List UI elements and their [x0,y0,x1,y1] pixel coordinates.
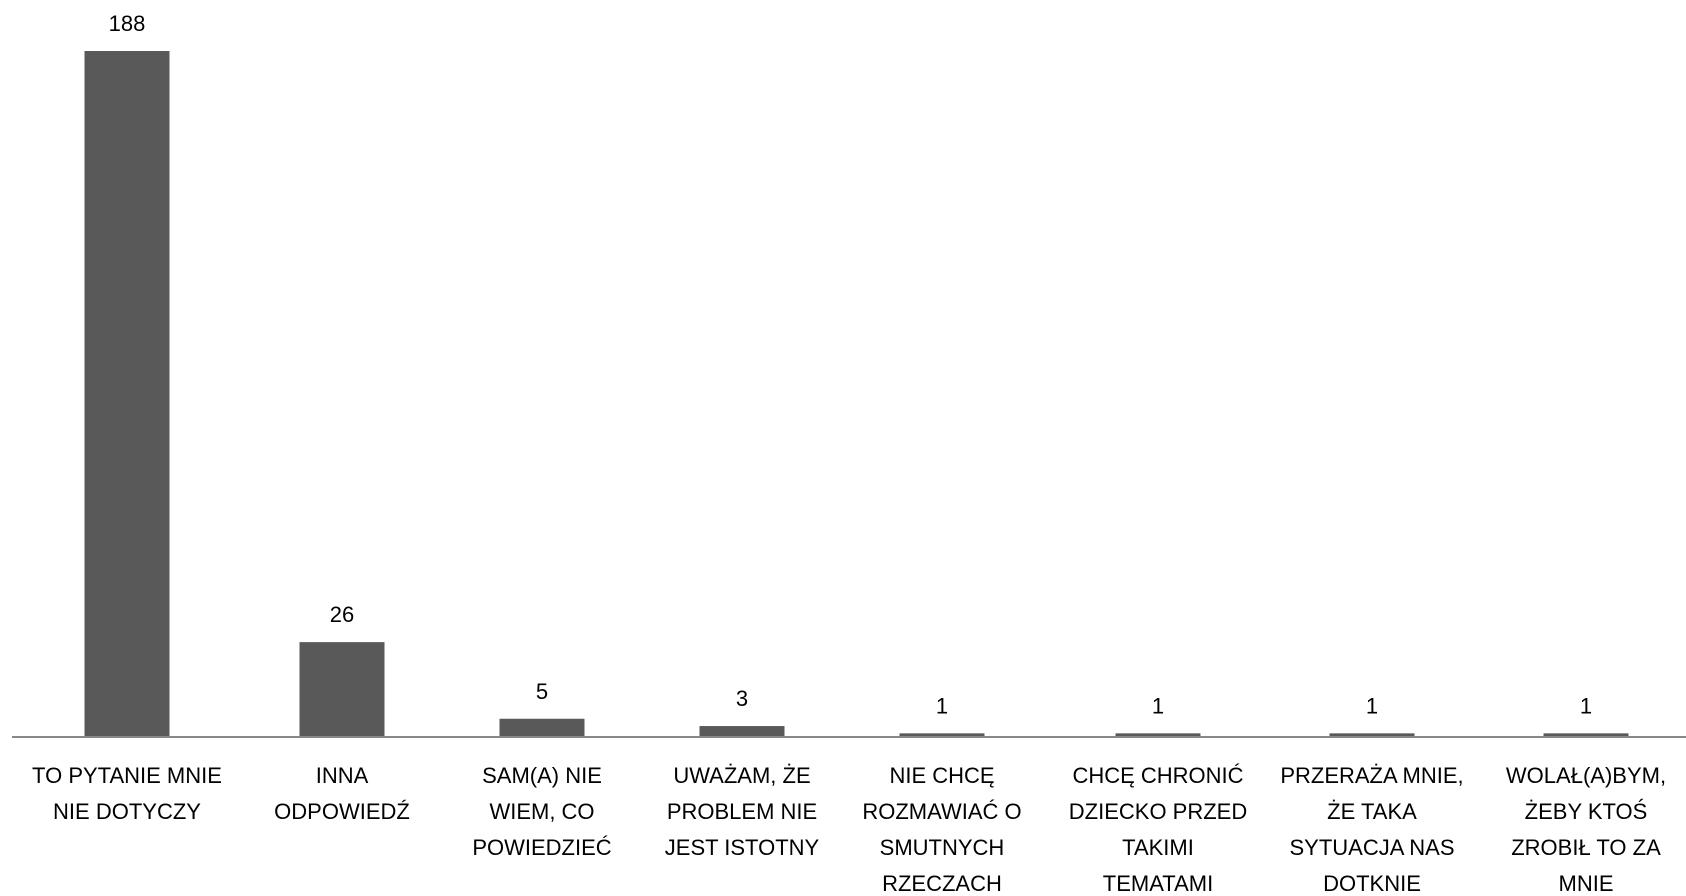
category-label-2: INNA ODPOWIEDŹ [274,763,410,824]
category-label-line: SMUTNYCH [880,835,1005,860]
category-label-1: TO PYTANIE MNIE NIE DOTYCZY [32,763,222,824]
bar-2 [299,642,385,737]
value-label-5: 1 [936,693,948,718]
value-label-7: 1 [1366,693,1378,718]
category-label-line: SYTUACJA NAS [1289,835,1454,860]
category-label-line: TEMATAMI [1103,871,1213,896]
category-label-line: ROZMAWIAĆ O [862,799,1021,824]
bar-4 [699,726,785,737]
category-label-line: TAKIMI [1122,835,1194,860]
value-label-3: 5 [536,679,548,704]
bar-3 [499,718,585,737]
bar-5 [899,733,985,737]
bar-6 [1115,733,1201,737]
category-label-line: JEST ISTOTNY [665,835,820,860]
category-label-5: NIE CHCĘ ROZMAWIAĆ O SMUTNYCH RZECZACH [862,763,1021,896]
value-label-2: 26 [330,602,354,627]
category-label-line: POWIEDZIEĆ [472,835,611,860]
value-labels-group: 188 26 5 3 1 1 1 1 [109,11,1592,718]
category-label-line: CHCĘ CHRONIĆ [1072,763,1243,788]
category-label-line: SAM(A) NIE [482,763,602,788]
category-label-line: INNA [316,763,369,788]
category-label-8: WOLAŁ(A)BYM, ŻEBY KTOŚ ZROBIŁ TO ZA MNIE [1506,763,1666,896]
category-label-line: ŻEBY KTOŚ [1525,799,1648,824]
category-label-line: RZECZACH [882,871,1002,896]
category-label-7: PRZERAŻA MNIE, ŻE TAKA SYTUACJA NAS DOTKNIE [1280,763,1463,896]
category-label-6: CHCĘ CHRONIĆ DZIECKO PRZED TAKIMI TEMATAMI [1069,763,1247,896]
category-label-4: UWAŻAM, ŻE PROBLEM NIE JEST ISTOTNY [665,763,820,860]
category-label-line: MNIE [1559,871,1614,896]
category-label-line: ODPOWIEDŹ [274,799,410,824]
value-label-8: 1 [1580,693,1592,718]
value-label-6: 1 [1152,693,1164,718]
category-label-line: PROBLEM NIE [667,799,817,824]
bars-group [84,51,1629,737]
category-label-line: NIE DOTYCZY [53,799,201,824]
category-label-line: DZIECKO PRZED [1069,799,1247,824]
category-label-line: WOLAŁ(A)BYM, [1506,763,1666,788]
category-label-line: TO PYTANIE MNIE [32,763,222,788]
category-labels-group: TO PYTANIE MNIE NIE DOTYCZY INNA ODPOWIEDŹ S… [32,763,1666,896]
category-label-line: ZROBIŁ TO ZA [1511,835,1661,860]
category-label-line: WIEM, CO [489,799,594,824]
category-label-line: DOTKNIE [1323,871,1421,896]
category-label-3: SAM(A) NIE WIEM, CO POWIEDZIEĆ [472,763,611,860]
category-label-line: ŻE TAKA [1327,799,1417,824]
value-label-4: 3 [736,686,748,711]
category-label-line: UWAŻAM, ŻE [673,763,810,788]
bar-1 [84,51,170,737]
value-label-1: 188 [109,11,146,36]
bar-8 [1543,733,1629,737]
category-label-line: NIE CHCĘ [889,763,994,788]
bar-7 [1329,733,1415,737]
category-label-line: PRZERAŻA MNIE, [1280,763,1463,788]
